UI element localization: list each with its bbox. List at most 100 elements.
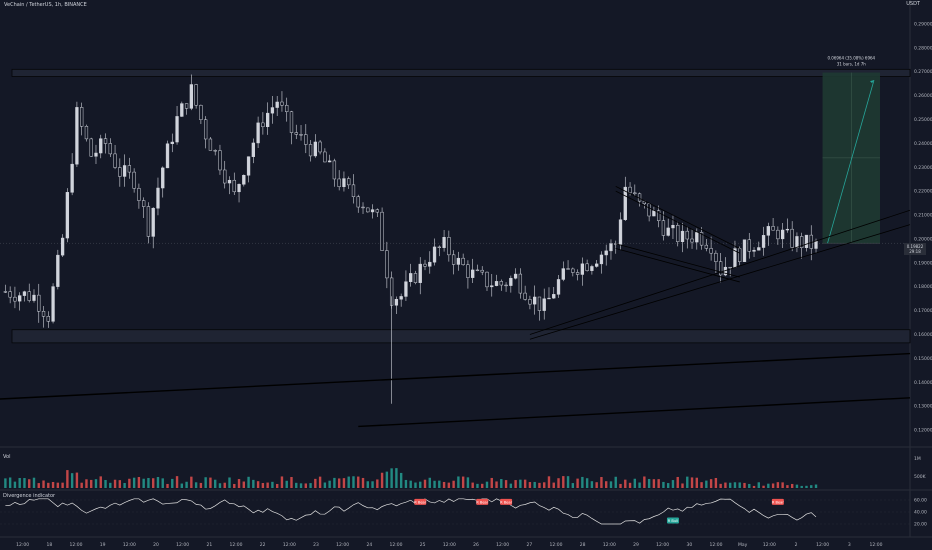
candle-body	[213, 150, 217, 152]
volume-bar	[647, 478, 651, 488]
candle-body	[299, 134, 303, 136]
volume-bar	[657, 479, 660, 488]
volume-bar	[51, 481, 55, 488]
unit-line1: USDT	[906, 1, 920, 7]
candle-body	[690, 238, 694, 243]
x-tick-label: 12:00	[443, 542, 456, 548]
candle-body	[94, 152, 98, 157]
volume-bar	[4, 478, 7, 488]
projection-label-bars: 31 bars, 1d 7h	[837, 62, 867, 67]
candle-body	[580, 263, 585, 275]
candle-body	[13, 296, 17, 302]
volume-bar	[94, 479, 98, 488]
candle-body	[132, 171, 136, 189]
candle-body	[275, 101, 279, 108]
oscillator-pane-label: Divergence indicator	[3, 493, 56, 499]
last-price-value: 0.19822	[906, 244, 924, 249]
candle-body	[8, 291, 12, 298]
candle-body	[323, 151, 327, 163]
volume-bar	[709, 479, 713, 488]
candle-body	[575, 272, 580, 275]
volume-bar	[519, 479, 522, 488]
volume-bar	[433, 480, 436, 488]
volume-bar	[90, 479, 93, 488]
x-tick-label: 12:00	[710, 542, 723, 548]
candle-body	[208, 138, 213, 151]
candle-body	[795, 236, 799, 248]
volume-bar	[523, 479, 527, 488]
volume-bar	[481, 483, 484, 488]
volume-bar	[714, 477, 718, 488]
volume-bar	[786, 485, 789, 488]
volume-bar	[728, 482, 732, 488]
x-tick-label: 27	[526, 542, 532, 548]
candle-body	[547, 297, 551, 300]
candle-body	[56, 254, 60, 287]
candle-body	[628, 186, 632, 194]
candle-body	[246, 156, 251, 176]
volume-bar	[461, 476, 465, 488]
volume-bar	[557, 478, 560, 488]
volume-bar	[47, 482, 50, 488]
volume-bar	[175, 476, 179, 488]
volume-bar	[419, 481, 422, 488]
wedge-upper-line	[615, 186, 740, 249]
unit-label: USDT	[906, 1, 920, 7]
volume-bar	[85, 479, 88, 488]
volume-bar	[705, 480, 708, 488]
candle-body	[347, 178, 351, 186]
candle-body	[385, 250, 389, 279]
candle-body	[518, 273, 523, 294]
y-tick-label: 0.18000	[914, 284, 932, 290]
volume-bar	[166, 483, 169, 488]
projection-label-change: 0.06964 (35.08%) 6964	[827, 56, 875, 61]
candle-body	[170, 141, 174, 145]
volume-bar	[361, 477, 365, 488]
volume-bar	[814, 484, 818, 488]
candle-body	[184, 103, 189, 109]
candle-body	[571, 268, 575, 273]
candle-body	[370, 209, 375, 213]
volume-bar	[509, 483, 513, 488]
candle-body	[75, 107, 79, 165]
candle-body	[504, 284, 508, 287]
candle-body	[676, 225, 680, 242]
y-tick-label: 0.12000	[914, 428, 932, 434]
volume-bar	[552, 482, 555, 488]
volume-bar	[738, 482, 741, 488]
volume-bar	[242, 481, 246, 488]
candle-body	[485, 271, 489, 288]
volume-bar	[695, 477, 699, 488]
candle-body	[108, 143, 112, 155]
volume-bar	[676, 476, 679, 488]
volume-bar	[376, 479, 379, 488]
candle-body	[523, 292, 527, 300]
volume-bar	[428, 477, 431, 488]
candle-body	[256, 122, 260, 144]
divergence-tag-label: R Bear	[772, 501, 785, 505]
candle-body	[556, 279, 561, 295]
candle-body	[447, 237, 451, 256]
candle-body	[709, 248, 713, 254]
candle-body	[46, 316, 50, 322]
volume-bar	[442, 481, 446, 488]
volume-bar	[109, 482, 112, 488]
candle-body	[261, 122, 265, 128]
candle-body	[356, 196, 360, 208]
candle-body	[313, 141, 317, 157]
volume-bar	[767, 483, 770, 488]
candle-body	[661, 220, 666, 236]
candle-body	[37, 294, 41, 312]
y-tick-label: 0.16000	[914, 332, 932, 338]
candle-body	[18, 295, 22, 302]
candle-body	[609, 243, 613, 252]
volume-bar	[113, 479, 117, 488]
candle-body	[80, 107, 84, 127]
y-tick-label: 0.17000	[914, 308, 932, 314]
y-tick-label: 0.21000	[914, 213, 932, 219]
y-tick-label: 0.13000	[914, 404, 932, 410]
volume-bar	[213, 479, 217, 488]
candle-body	[456, 257, 461, 265]
